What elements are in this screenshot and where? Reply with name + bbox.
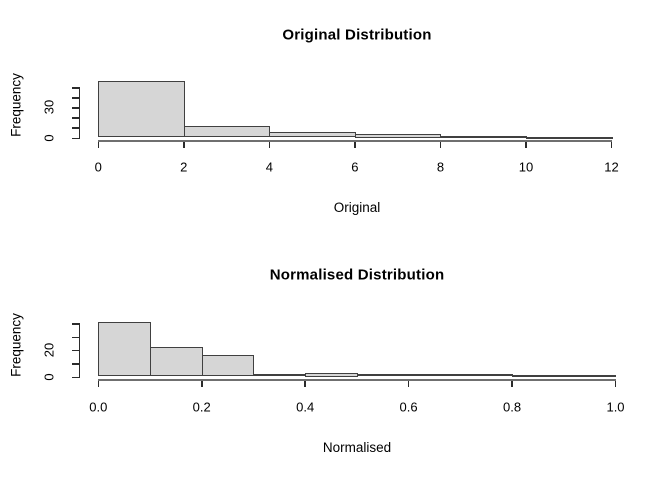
y-axis-tick: [71, 349, 79, 352]
x-axis-tick-label: 0.0: [89, 399, 108, 415]
y-axis-tick: [71, 117, 79, 119]
x-axis-tick: [201, 381, 203, 388]
histogram-bar: [408, 373, 462, 377]
histogram-bar: [183, 126, 271, 138]
x-axis-tick-label: 6: [351, 159, 359, 175]
y-axis-line: [78, 87, 80, 139]
y-axis-tick-label: 20: [41, 342, 57, 358]
x-axis-tick: [439, 141, 442, 148]
x-axis-tick: [610, 141, 613, 148]
y-axis-title: Frequency: [8, 313, 24, 377]
x-axis-tick-label: 4: [265, 159, 274, 175]
x-axis-tick: [525, 141, 527, 148]
histogram-panel-normalised: Normalised Distribution Frequency Normal…: [0, 240, 672, 480]
histogram-bar: [440, 135, 527, 138]
histogram-bar: [201, 355, 255, 377]
y-axis-tick: [71, 336, 79, 338]
histogram-bar: [526, 136, 613, 139]
histogram-panel-original: Original Distribution Frequency Original…: [8, 26, 619, 216]
x-axis-tick: [614, 381, 617, 388]
histogram-bar: [269, 132, 356, 138]
y-axis-tick-label: 0: [41, 133, 57, 142]
x-axis-tick: [268, 141, 271, 148]
x-axis-tick-label: 12: [604, 159, 619, 175]
histogram-bar: [512, 375, 565, 378]
chart-title: Normalised Distribution: [269, 266, 445, 284]
histogram-bar: [563, 375, 617, 378]
histogram-bar: [98, 321, 151, 377]
x-axis-title: Original: [333, 200, 381, 215]
x-axis-tick: [511, 381, 513, 388]
x-axis-line: [97, 379, 617, 382]
chart-title: Original Distribution: [282, 26, 432, 44]
y-axis-tick: [71, 137, 79, 139]
x-axis-tick: [183, 141, 185, 148]
x-axis-tick: [354, 141, 356, 148]
histogram-bar: [460, 373, 513, 377]
histogram-bar: [253, 373, 307, 377]
x-axis-tick-label: 10: [518, 159, 534, 175]
x-axis-tick-label: 8: [436, 159, 445, 175]
y-axis-tick: [71, 323, 79, 325]
y-axis-tick: [71, 97, 79, 99]
x-axis-tick-label: 0.4: [296, 399, 315, 415]
x-axis-tick-label: 0.6: [399, 399, 418, 415]
x-axis-tick-label: 1.0: [606, 399, 625, 415]
y-axis-tick: [71, 127, 79, 129]
x-axis-tick-label: 2: [180, 159, 188, 175]
histogram-bar: [354, 133, 442, 138]
x-axis-tick-label: 0.8: [503, 399, 522, 415]
x-axis-tick: [97, 141, 99, 148]
x-axis-tick-label: 0.2: [192, 399, 211, 415]
y-axis-tick-label: 30: [41, 99, 57, 115]
y-axis-tick: [71, 87, 79, 89]
y-axis-tick: [71, 107, 79, 109]
x-axis-tick: [407, 381, 410, 388]
x-axis-tick-label: 0: [94, 159, 102, 175]
x-axis-tick: [304, 381, 306, 388]
y-axis-line: [78, 323, 80, 378]
histogram-bar: [356, 373, 410, 377]
y-axis-title: Frequency: [8, 73, 24, 137]
x-axis-title: Normalised: [322, 440, 392, 455]
x-axis-line: [97, 139, 613, 142]
histogram-bar: [150, 347, 203, 377]
histogram-bar: [98, 80, 185, 138]
y-axis-tick: [71, 376, 79, 378]
histogram-bar: [305, 372, 358, 377]
x-axis-tick: [97, 381, 99, 388]
y-axis-tick: [71, 363, 79, 365]
y-axis-tick-label: 0: [41, 372, 57, 381]
